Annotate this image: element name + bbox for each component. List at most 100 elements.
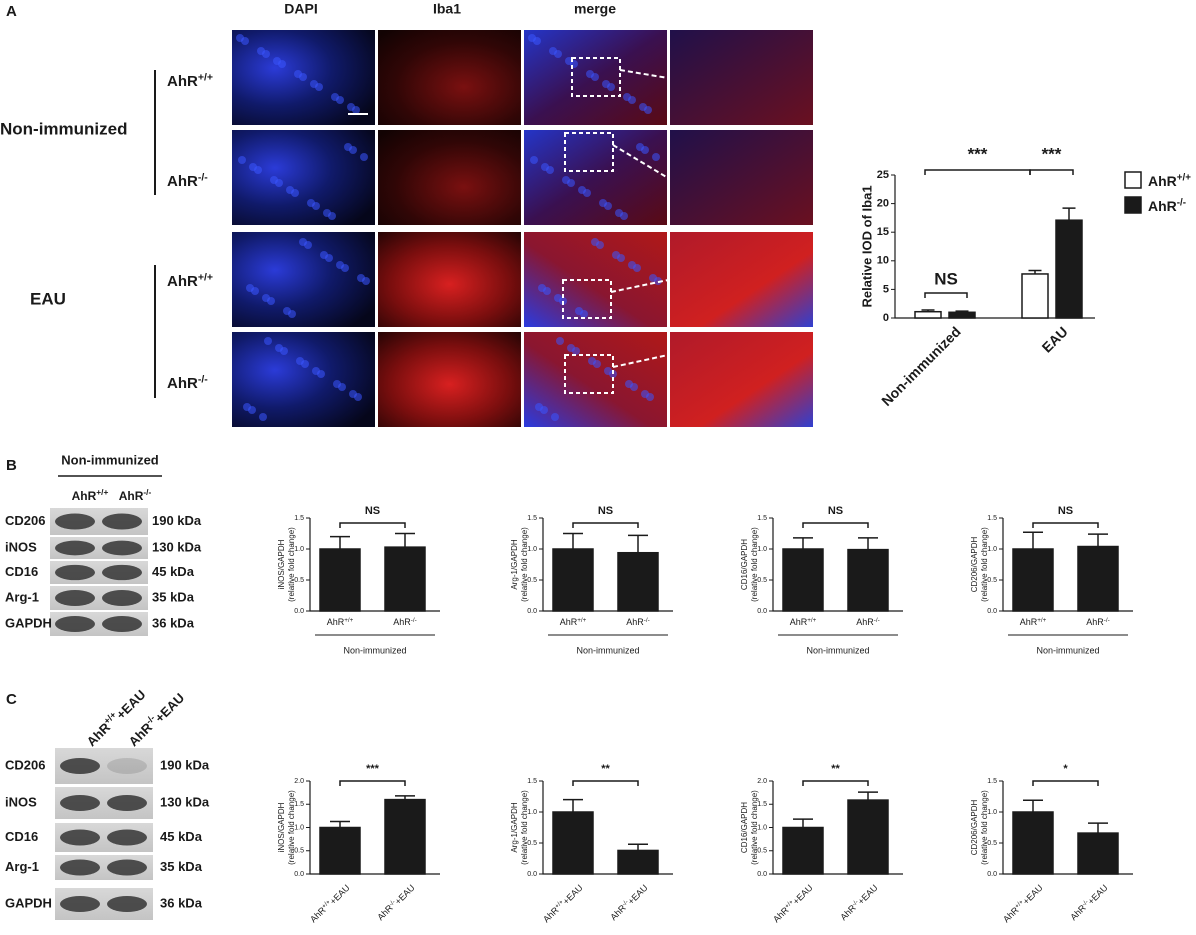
y-tick-label: 0.5 <box>757 577 767 584</box>
bar <box>914 310 942 319</box>
nucleus <box>646 393 654 401</box>
x-tick-label: AhR-/- <box>626 617 649 628</box>
y-tick-label: 1.5 <box>294 515 304 522</box>
column-label: merge <box>574 1 616 17</box>
y-tick-label: 1.0 <box>527 809 537 816</box>
y-axis-label: Arg-1/GAPDH <box>510 802 519 852</box>
nucleus <box>604 202 612 210</box>
size-label: 130 kDa <box>160 794 210 809</box>
nucleus <box>251 287 259 295</box>
y-tick-label: 1.5 <box>527 515 537 522</box>
nucleus <box>336 96 344 104</box>
y-tick-label: 0.5 <box>987 840 997 847</box>
nucleus <box>583 189 591 197</box>
legend-label: AhR-/- <box>1148 197 1186 214</box>
x-tick-label: AhR-/- <box>1086 617 1109 628</box>
nucleus <box>617 254 625 262</box>
significance-bracket <box>572 522 639 528</box>
x-tick-label: AhR+/++EAU <box>1001 882 1045 926</box>
micrograph <box>524 332 667 427</box>
nucleus <box>546 166 554 174</box>
column-label: DAPI <box>284 1 317 17</box>
x-tick-label: AhR+/++EAU <box>541 882 585 926</box>
blot-band <box>60 859 100 876</box>
bar <box>384 546 426 612</box>
nucleus <box>315 83 323 91</box>
error-bar <box>858 537 878 550</box>
significance-label: ** <box>601 763 610 775</box>
blot-band <box>107 795 147 811</box>
micrograph <box>524 232 667 327</box>
x-tick-label: AhR-/- <box>393 617 416 628</box>
bar <box>617 551 659 612</box>
y-tick-label: 1.5 <box>987 778 997 785</box>
group-label: EAU <box>30 289 66 308</box>
error-bar <box>563 798 583 812</box>
y-tick-label: 10 <box>877 255 889 267</box>
size-label: 35 kDa <box>152 589 195 604</box>
y-tick-label: 0.5 <box>757 848 767 855</box>
y-tick-label: 1.5 <box>987 515 997 522</box>
nucleus <box>238 156 246 164</box>
nucleus <box>556 337 564 345</box>
blot-band <box>60 758 100 774</box>
nucleus <box>317 370 325 378</box>
nucleus <box>341 264 349 272</box>
y-axis-label: (relative fold change) <box>520 527 529 602</box>
y-tick-label: 1.0 <box>757 824 767 831</box>
y-tick-label: 1.5 <box>757 801 767 808</box>
zoom-line <box>612 354 669 368</box>
panel-label: C <box>6 691 17 708</box>
significance-label: *** <box>366 763 380 775</box>
nucleus <box>248 406 256 414</box>
x-tick-label: AhR+/+ <box>790 617 817 628</box>
significance-bracket <box>1032 522 1099 528</box>
error-bar <box>628 843 648 851</box>
nucleus <box>554 50 562 58</box>
y-axis-label: Relative IOD of Iba1 <box>859 185 874 307</box>
bar <box>782 826 824 875</box>
significance-label: * <box>1063 763 1068 775</box>
bar <box>948 311 976 319</box>
nucleus <box>325 254 333 262</box>
x-tick-label: AhR+/++EAU <box>771 882 815 926</box>
x-tick-label: Non-immunized <box>878 323 964 409</box>
lane-label: AhR+/+ <box>72 487 109 503</box>
y-tick-label: 15 <box>877 226 889 238</box>
nucleus <box>644 106 652 114</box>
x-tick-label: EAU <box>1039 323 1071 355</box>
nucleus <box>354 393 362 401</box>
nucleus <box>288 310 296 318</box>
nucleus <box>543 287 551 295</box>
y-axis-label: (relative fold change) <box>980 790 989 865</box>
blot-band <box>102 616 142 632</box>
y-tick-label: 2.0 <box>757 778 767 785</box>
blot-band <box>102 590 142 606</box>
group-label: Non-immunized <box>0 119 128 138</box>
nucleus <box>620 212 628 220</box>
legend-swatch <box>1124 171 1142 189</box>
error-bar <box>793 818 813 828</box>
nucleus <box>275 179 283 187</box>
significance-label: ** <box>831 763 840 775</box>
y-tick-label: 1.5 <box>294 801 304 808</box>
blot-band <box>102 513 142 530</box>
row-label: AhR+/+ <box>167 271 213 290</box>
size-label: 36 kDa <box>160 895 203 910</box>
significance-bracket <box>339 522 406 528</box>
y-tick-label: 0.0 <box>987 608 997 615</box>
panel-label: A <box>6 3 17 20</box>
size-label: 45 kDa <box>152 564 195 579</box>
nucleus <box>328 212 336 220</box>
nucleus <box>630 383 638 391</box>
bar <box>319 548 361 612</box>
y-axis-label: CD206/GAPDH <box>970 536 979 592</box>
blot-band <box>102 540 142 556</box>
y-tick-label: 0.0 <box>294 608 304 615</box>
blot-band <box>60 896 100 912</box>
nucleus <box>633 264 641 272</box>
blot-band <box>107 896 147 912</box>
error-bar <box>1023 799 1043 812</box>
y-tick-label: 0.5 <box>294 848 304 855</box>
blot-band <box>107 758 147 774</box>
